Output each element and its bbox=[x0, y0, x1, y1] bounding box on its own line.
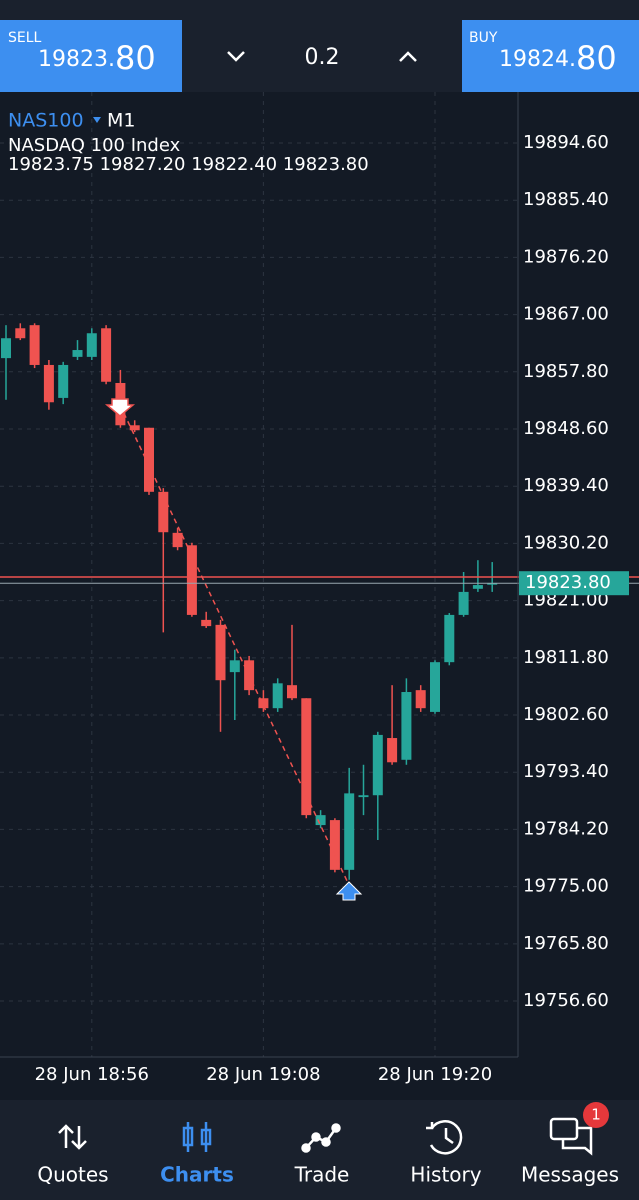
y-tick-label: 19765.80 bbox=[523, 933, 609, 954]
sell-label: SELL bbox=[8, 30, 42, 46]
ohlc: 19823.75 19827.20 19822.40 19823.80 bbox=[8, 154, 369, 175]
messages-icon bbox=[549, 1117, 593, 1156]
candle-body bbox=[186, 545, 197, 615]
y-tick-label: 19876.20 bbox=[523, 246, 609, 267]
sell-price: 19823.80 bbox=[38, 39, 156, 77]
y-tick-label: 19857.80 bbox=[523, 361, 609, 382]
y-tick-label: 19756.60 bbox=[523, 990, 609, 1011]
y-tick-label: 19894.60 bbox=[523, 132, 609, 153]
buy-price-pips: 80 bbox=[576, 39, 617, 77]
candle-body bbox=[487, 583, 498, 585]
y-tick-label: 19793.40 bbox=[523, 761, 609, 782]
bottom-nav bbox=[0, 1100, 639, 1200]
candle-body bbox=[358, 795, 369, 798]
candle-body bbox=[272, 683, 283, 709]
trade-link bbox=[119, 404, 350, 886]
increase-lot[interactable] bbox=[399, 51, 417, 62]
candle-body bbox=[372, 734, 383, 796]
candle-body bbox=[329, 820, 340, 870]
charts-icon bbox=[182, 1122, 212, 1152]
nav-item[interactable]: Quotes bbox=[37, 1163, 108, 1187]
candle-body bbox=[158, 491, 169, 533]
sell-price-main: 19823. bbox=[38, 47, 115, 72]
candle-body bbox=[43, 364, 54, 403]
candle-body bbox=[86, 333, 97, 357]
candle-body bbox=[129, 425, 140, 431]
badge-count: 1 bbox=[591, 1106, 601, 1124]
y-tick-label: 19775.00 bbox=[523, 876, 609, 897]
sell-price-pips: 80 bbox=[115, 39, 156, 77]
chart: 19894.60 19885.40 19876.20 19867.00 19857.80… bbox=[0, 92, 639, 1085]
quotes-icon bbox=[58, 1124, 87, 1150]
y-tick-label: 19885.40 bbox=[523, 189, 609, 210]
buy-label: BUY bbox=[469, 30, 498, 46]
candle-body bbox=[344, 793, 355, 870]
candle-body bbox=[144, 427, 154, 492]
candle-body bbox=[229, 660, 240, 673]
candle-body bbox=[301, 698, 312, 816]
sell-marker bbox=[104, 398, 136, 417]
buy-price: 19824.80 bbox=[499, 39, 617, 77]
y-tick-label: 19811.80 bbox=[523, 647, 609, 668]
nav-item[interactable]: Trade bbox=[294, 1163, 350, 1187]
candle-body bbox=[444, 614, 455, 663]
y-tick-label: 19848.60 bbox=[523, 418, 609, 439]
y-tick-label: 19839.40 bbox=[523, 475, 609, 496]
symbol-dropdown[interactable] bbox=[93, 117, 101, 123]
candle-body bbox=[458, 591, 469, 615]
candle-body bbox=[29, 325, 40, 365]
x-tick-label: 28 Jun 18:56 bbox=[35, 1064, 149, 1085]
y-tick-label: 19830.20 bbox=[523, 532, 609, 553]
nav-item[interactable]: Charts bbox=[160, 1163, 234, 1187]
x-tick-label: 28 Jun 19:08 bbox=[206, 1064, 320, 1085]
price-label-box bbox=[519, 571, 629, 596]
candle-body bbox=[101, 328, 112, 382]
candle-body bbox=[201, 619, 212, 627]
nav-item[interactable]: Messages bbox=[521, 1163, 619, 1187]
candle-body bbox=[287, 685, 297, 699]
price-label: 19823.80 bbox=[525, 572, 611, 593]
candle-body bbox=[415, 690, 426, 709]
trade-icon bbox=[301, 1123, 341, 1153]
candle-body bbox=[1, 338, 11, 359]
symbol[interactable]: NAS100 bbox=[8, 110, 84, 132]
candle-body bbox=[58, 364, 69, 398]
timeframe[interactable]: M1 bbox=[107, 110, 135, 132]
candle-body bbox=[15, 328, 26, 339]
buy-marker bbox=[335, 881, 363, 901]
sell-button[interactable] bbox=[0, 20, 182, 92]
candle-body bbox=[472, 585, 483, 589]
candle-body bbox=[401, 692, 412, 760]
nav-labels: Quotes Charts Trade History Messages bbox=[37, 1163, 619, 1187]
x-tick-label: 28 Jun 19:20 bbox=[378, 1064, 492, 1085]
buy-button[interactable] bbox=[462, 20, 639, 92]
candle-body bbox=[430, 662, 440, 712]
y-tick-label: 19784.20 bbox=[523, 818, 609, 839]
candle-body bbox=[172, 532, 183, 548]
y-tick-label: 19802.60 bbox=[523, 704, 609, 725]
candle-body bbox=[315, 815, 326, 826]
candle-body bbox=[215, 624, 226, 681]
candle-body bbox=[387, 738, 398, 763]
decrease-lot[interactable] bbox=[227, 51, 245, 62]
badge bbox=[583, 1102, 609, 1128]
nav-item[interactable]: History bbox=[410, 1163, 481, 1187]
lot-size[interactable]: 0.2 bbox=[305, 45, 340, 70]
buy-price-main: 19824. bbox=[499, 47, 576, 72]
candle-body bbox=[258, 698, 269, 709]
candle-body bbox=[72, 350, 83, 357]
history-icon bbox=[426, 1120, 463, 1155]
y-tick-label: 19867.00 bbox=[523, 304, 609, 325]
description: NASDAQ 100 Index bbox=[8, 135, 181, 156]
